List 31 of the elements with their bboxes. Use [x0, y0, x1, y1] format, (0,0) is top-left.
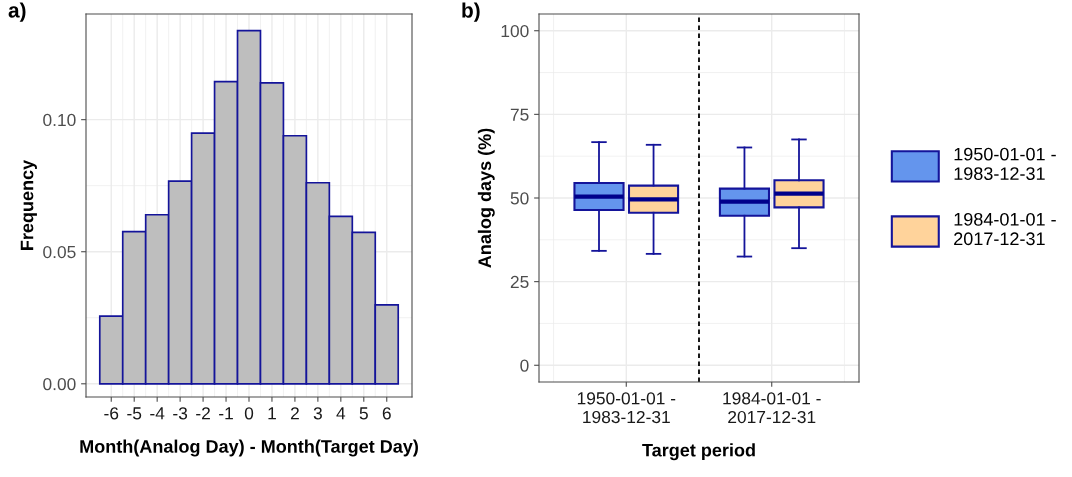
x-tick-label: -5: [127, 407, 142, 420]
x-tick-label: -2: [196, 407, 210, 420]
x-tick-label: 6: [382, 407, 391, 420]
x-tick-label: -6: [104, 407, 119, 420]
x-tick-label: 5: [359, 407, 368, 420]
y-tick-label: 0.10: [43, 113, 76, 127]
y-axis-title: Frequency: [20, 159, 37, 250]
x-tick-label: 1950-01-01 - 1983-12-31: [577, 392, 676, 424]
x-axis-title: Month(Analog Day) - Month(Target Day): [80, 439, 418, 457]
chart-title: a): [8, 2, 26, 22]
y-tick-label: 0.05: [43, 245, 76, 259]
x-tick-label: -1: [219, 407, 233, 420]
y-tick-label: 75: [510, 108, 529, 121]
x-tick-label: 1: [268, 407, 276, 420]
x-tick-label: 4: [336, 407, 346, 420]
x-tick-label: 2: [290, 407, 299, 420]
y-tick-label: 100: [501, 24, 529, 38]
x-tick-label: 1984-01-01 - 2017-12-31: [723, 392, 821, 424]
y-tick-label: 25: [510, 275, 529, 289]
chart-title: b): [462, 2, 480, 22]
x-tick-label: -3: [173, 407, 188, 420]
y-tick-label: 50: [510, 192, 529, 205]
x-tick-label: -4: [150, 407, 165, 420]
legend-label: 1950-01-01 - 1983-12-31: [954, 147, 1056, 180]
y-tick-label: 0: [520, 359, 529, 372]
x-axis-title: Target period: [642, 443, 755, 461]
x-tick-label: 0: [244, 407, 254, 420]
y-tick-label: 0.00: [43, 377, 76, 391]
y-axis-title: Analog days (%): [477, 128, 495, 268]
x-tick-label: 3: [313, 407, 322, 420]
legend-label: 1984-01-01 - 2017-12-31: [954, 212, 1056, 246]
